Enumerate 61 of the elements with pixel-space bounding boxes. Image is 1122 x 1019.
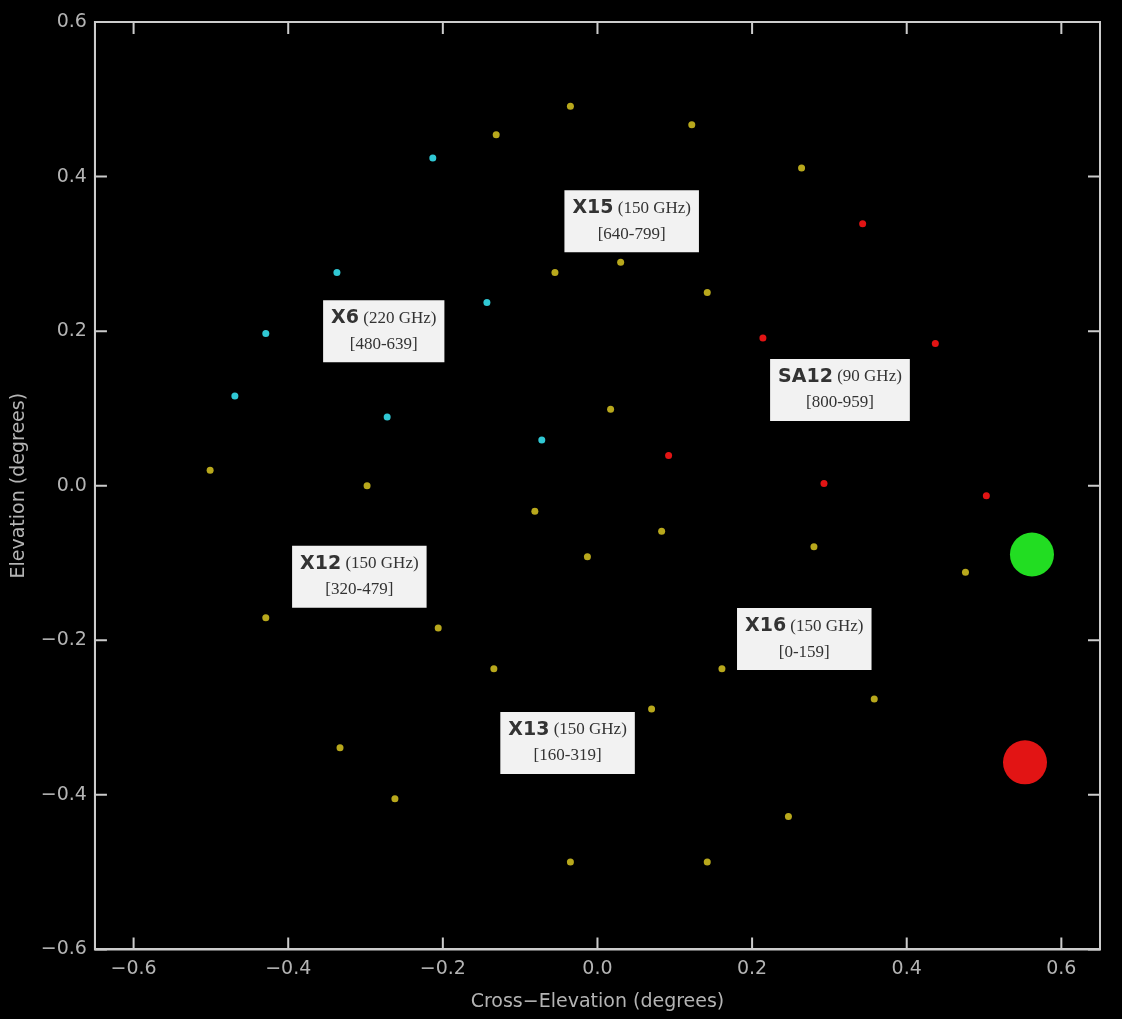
point bbox=[703, 288, 711, 296]
point bbox=[648, 705, 656, 713]
annotation: X16 (150 GHz) [0-159] bbox=[745, 613, 864, 661]
point bbox=[870, 695, 878, 703]
point bbox=[429, 154, 437, 162]
point bbox=[688, 121, 696, 129]
y-tick-label: 0.0 bbox=[56, 472, 87, 495]
point bbox=[931, 340, 939, 347]
point bbox=[810, 543, 818, 551]
point bbox=[566, 858, 574, 866]
x-tick-label: −0.2 bbox=[419, 955, 466, 978]
point bbox=[551, 268, 559, 276]
point bbox=[391, 795, 399, 803]
y-axis-title: Elevation (degrees) bbox=[6, 392, 29, 579]
y-tick-label: −0.6 bbox=[40, 936, 87, 959]
x-tick-label: 0.4 bbox=[891, 955, 922, 978]
point bbox=[703, 858, 711, 866]
annotation: X15 (150 GHz) [640-799] bbox=[572, 195, 691, 243]
point bbox=[363, 482, 371, 490]
point bbox=[531, 507, 539, 515]
x-tick-label: 0.6 bbox=[1046, 955, 1077, 978]
point bbox=[434, 624, 442, 632]
y-tick-label: 0.6 bbox=[56, 8, 87, 31]
point bbox=[665, 452, 673, 460]
point bbox=[383, 413, 391, 421]
x-tick-label: 0.2 bbox=[736, 955, 768, 978]
point bbox=[206, 466, 214, 474]
point bbox=[658, 527, 666, 535]
point bbox=[490, 665, 498, 673]
point bbox=[333, 268, 341, 276]
annotation: X13 (150 GHz) [160-319] bbox=[508, 716, 627, 765]
point bbox=[262, 329, 270, 337]
y-tick-label: −0.2 bbox=[40, 627, 87, 650]
y-tick-label: 0.4 bbox=[56, 163, 87, 186]
point bbox=[566, 102, 574, 110]
annotation: X12 (150 GHz) [320-479] bbox=[300, 550, 419, 599]
annotation: SA12 (90 GHz) [800-959] bbox=[778, 363, 902, 412]
point bbox=[336, 744, 344, 752]
point bbox=[483, 299, 491, 307]
point bbox=[820, 479, 828, 487]
point bbox=[583, 553, 591, 561]
point bbox=[859, 220, 867, 228]
point bbox=[982, 492, 990, 500]
point bbox=[538, 436, 546, 444]
annotation: X6 (220 GHz) [480-639] bbox=[331, 305, 437, 353]
point bbox=[492, 131, 500, 139]
point bbox=[718, 665, 726, 673]
point bbox=[784, 812, 792, 820]
point bbox=[607, 405, 615, 413]
x-tick-label: −0.4 bbox=[265, 955, 312, 978]
point bbox=[759, 334, 767, 342]
point bbox=[231, 392, 239, 400]
x-tick-label: −0.6 bbox=[110, 955, 157, 978]
point bbox=[617, 258, 625, 266]
point bbox=[798, 164, 806, 172]
point bbox=[262, 614, 270, 622]
y-tick-label: 0.2 bbox=[56, 318, 87, 341]
x-tick-label: 0.0 bbox=[582, 955, 613, 978]
y-tick-label: −0.4 bbox=[40, 781, 87, 804]
x-axis-title: Cross−Elevation (degrees) bbox=[470, 988, 725, 1011]
point bbox=[961, 568, 969, 576]
